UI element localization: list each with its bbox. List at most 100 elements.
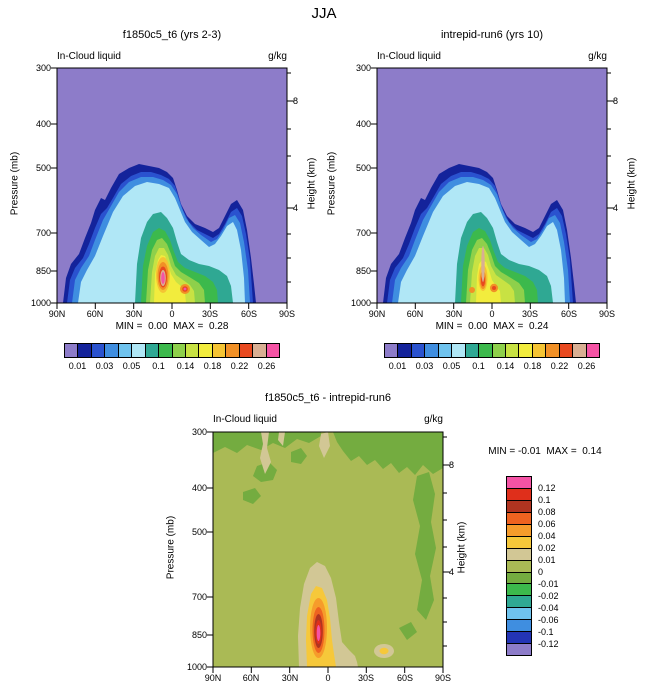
colorbar-cell — [438, 344, 453, 357]
contour-spot-red — [492, 286, 496, 290]
lat-tick-label: 90N — [204, 673, 222, 683]
diff-core-magenta — [316, 625, 321, 641]
colorbar-tick-label: 0.03 — [415, 361, 434, 371]
left-axis-ticks — [207, 431, 213, 668]
colorbar-cell — [398, 344, 412, 357]
lat-tick-label: 30S — [357, 673, 374, 683]
diff-negative-column — [413, 472, 436, 620]
colorbar-tick-label: 0.05 — [122, 361, 141, 371]
colorbar-cell — [172, 344, 186, 357]
colorbar-tick-label: 0.01 — [388, 361, 407, 371]
bottom-axis-ticks — [56, 303, 288, 309]
colorbar-diff — [506, 476, 532, 656]
colorbar-tick-label: 0.02 — [538, 543, 556, 553]
right-axis-major-ticks — [607, 100, 614, 209]
pressure-tick-label: 400 — [355, 119, 371, 129]
pressure-tick-label: 850 — [35, 266, 51, 276]
pressure-tick-label: 700 — [355, 228, 371, 238]
height-axis-title: Height (km) — [626, 157, 638, 210]
lat-tick-label: 60N — [86, 309, 104, 319]
pressure-axis-title: Pressure (mb) — [165, 515, 177, 580]
contour-plot-left — [51, 67, 294, 309]
lat-tick-label: 30S — [521, 309, 538, 319]
colorbar-cell — [132, 344, 146, 357]
panel-left-title: f1850c5_t6 (yrs 2-3) — [122, 29, 222, 41]
pressure-tick-label: 850 — [191, 630, 207, 640]
pressure-tick-label: 400 — [191, 483, 207, 493]
colorbar-cell — [505, 344, 520, 357]
lat-tick-label: 60N — [406, 309, 424, 319]
lat-tick-label: 0 — [325, 673, 331, 683]
colorbar-tick-label: 0.22 — [550, 361, 569, 371]
lat-tick-label: 90S — [434, 673, 451, 683]
panel-diff-stats: MIN = -0.01 MAX = 0.14 — [488, 446, 602, 457]
colorbar-cell — [253, 344, 267, 357]
colorbar-tick-label: 0.01 — [68, 361, 87, 371]
colorbar-cell — [507, 488, 531, 501]
height-tick-label: 4 — [293, 203, 299, 213]
colorbar-cell — [507, 632, 531, 645]
contour-plot-diff — [207, 431, 450, 673]
colorbar-tick-label: 0.26 — [577, 361, 596, 371]
lat-tick-label: 30N — [281, 673, 299, 683]
pressure-tick-label: 1000 — [186, 662, 207, 672]
height-axis-title: Height (km) — [306, 157, 318, 210]
colorbar-cell — [519, 344, 533, 357]
height-axis-title: Height (km) — [456, 521, 468, 574]
colorbar-cell — [185, 344, 200, 357]
pressure-tick-label: 300 — [355, 63, 371, 73]
contour-core-tan-streak — [481, 246, 485, 282]
colorbar-tick-label: 0.1 — [538, 495, 551, 505]
colorbar-tick-label: -0.12 — [538, 639, 559, 649]
right-axis-minor-ticks — [607, 72, 611, 283]
colorbar-tick-label: 0.05 — [442, 361, 461, 371]
panel-right-units-label: g/kg — [588, 51, 607, 62]
colorbar-cell — [586, 344, 599, 357]
pressure-tick-label: 700 — [35, 228, 51, 238]
colorbar-tick-label: 0.1 — [472, 361, 485, 371]
colorbar-cell — [507, 512, 531, 525]
height-tick-label: 8 — [449, 460, 455, 470]
lat-tick-label: 0 — [489, 309, 495, 319]
colorbar-tick-label: -0.01 — [538, 579, 559, 589]
colorbar-cell — [239, 344, 254, 357]
colorbar-tick-label: 0.04 — [538, 531, 556, 541]
colorbar-tick-label: 0.01 — [538, 555, 556, 565]
panel-diff-field-label: In-Cloud liquid — [213, 414, 277, 425]
height-tick-label: 4 — [449, 567, 455, 577]
colorbar-cell — [507, 548, 531, 561]
lat-tick-label: 30N — [125, 309, 143, 319]
colorbar-cell — [507, 572, 531, 585]
panel-left-field-label: In-Cloud liquid — [57, 51, 121, 62]
contour-spot-magenta — [183, 287, 187, 291]
lat-tick-label: 60N — [242, 673, 260, 683]
colorbar-cell — [507, 477, 531, 489]
right-axis-major-ticks — [443, 464, 450, 573]
colorbar-tick-label: 0.14 — [496, 361, 515, 371]
colorbar-cell — [145, 344, 160, 357]
colorbar-tick-label: 0.22 — [230, 361, 249, 371]
lat-tick-label: 60S — [560, 309, 577, 319]
colorbar-tick-label: 0.26 — [257, 361, 276, 371]
colorbar-tick-label: -0.04 — [538, 603, 559, 613]
colorbar-cell — [199, 344, 213, 357]
panel-right-title: intrepid-run6 (yrs 10) — [440, 29, 544, 41]
colorbar-cell — [91, 344, 106, 357]
colorbar-cell — [118, 344, 133, 357]
colorbar-tick-label: 0.08 — [538, 507, 556, 517]
colorbar-cell — [65, 344, 79, 357]
colorbar-cell — [492, 344, 506, 357]
colorbar-cell — [573, 344, 587, 357]
colorbar-cell — [212, 344, 227, 357]
colorbar-tick-label: -0.02 — [538, 591, 559, 601]
colorbar-tick-label: 0.03 — [95, 361, 114, 371]
pressure-tick-label: 500 — [191, 527, 207, 537]
pressure-tick-label: 500 — [355, 163, 371, 173]
pressure-tick-label: 850 — [355, 266, 371, 276]
lat-tick-label: 30S — [201, 309, 218, 319]
colorbar-cell — [507, 536, 531, 549]
colorbar-tick-label: 0.18 — [523, 361, 542, 371]
colorbar-cell — [507, 644, 531, 656]
lat-tick-label: 90S — [278, 309, 295, 319]
pressure-axis-title: Pressure (mb) — [9, 151, 21, 216]
